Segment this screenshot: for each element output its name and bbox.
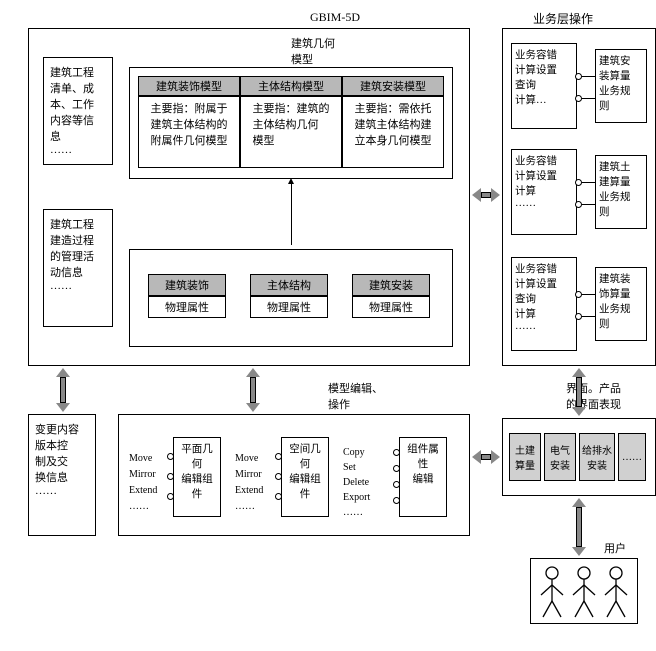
phys-s1: 物理属性 <box>148 296 226 318</box>
phys-s2: 物理属性 <box>250 296 328 318</box>
geom-desc-1: 主要指：附属于 建筑主体结构的 附属件几何模型 <box>138 96 240 168</box>
ui-layer-box: 土建 算量 电气 安装 给排水 安装 …… <box>502 418 656 496</box>
biz-left-3: 业务容错 计算设置 查询 计算 …… <box>511 257 577 351</box>
biz-layer-box: 业务容错 计算设置 查询 计算… 建筑安 装算量 业务规 则 业务容错 计算设置… <box>502 28 656 366</box>
edit-list-3: Copy Set Delete Export …… <box>343 445 370 520</box>
phys-h2: 主体结构 <box>250 274 328 296</box>
stick-figure-2 <box>569 565 599 619</box>
geom-model-container: 建筑装饰模型 主体结构模型 建筑安装模型 主要指：附属于 建筑主体结构的 附属件… <box>129 67 453 179</box>
box-bill-info: 建筑工程 清单、成 本、工作 内容等信 息 …… <box>43 57 113 165</box>
biz-pair-1: 业务容错 计算设置 查询 计算… 建筑安 装算量 业务规 则 <box>511 43 649 131</box>
gbim-main-box: 建筑几何 模型 建筑工程 清单、成 本、工作 内容等信 息 …… 建筑工程 建造… <box>28 28 470 366</box>
phys-h1: 建筑装饰 <box>148 274 226 296</box>
arrow-biz-ui <box>572 368 586 416</box>
arrow-ui-user <box>572 498 586 556</box>
ui-b3: 给排水 安装 <box>579 433 615 481</box>
geom-header-1: 建筑装饰模型 <box>138 76 240 96</box>
geom-header-3: 建筑安装模型 <box>342 76 444 96</box>
arrow-gbim-edit <box>246 368 260 412</box>
box-mgmt-info: 建筑工程 建造过程 的管理活 动信息 …… <box>43 209 113 327</box>
label-model-edit: 模型编辑、 操作 <box>328 380 383 412</box>
ui-b4: …… <box>618 433 646 481</box>
biz-right-2: 建筑土 建算量 业务规 则 <box>595 155 647 229</box>
stick-figure-3 <box>601 565 631 619</box>
edit-box-2: 空间几 何 编辑组 件 <box>281 437 329 517</box>
ui-b2: 电气 安装 <box>544 433 576 481</box>
edit-list-2: Move Mirror Extend …… <box>235 451 263 515</box>
label-geom-model: 建筑几何 模型 <box>291 35 335 67</box>
biz-pair-3: 业务容错 计算设置 查询 计算 …… 建筑装 饰算量 业务规 则 <box>511 257 649 353</box>
geom-desc-3: 主要指：需依托 建筑主体结构建 立本身几何模型 <box>342 96 444 168</box>
label-biz-layer: 业务层操作 <box>533 10 593 27</box>
arrow-gbim-biz <box>472 188 500 202</box>
biz-right-1: 建筑安 装算量 业务规 则 <box>595 49 647 123</box>
edit-box-1: 平面几 何 编辑组 件 <box>173 437 221 517</box>
diagram-canvas: GBIM-5D 业务层操作 建筑几何 模型 建筑工程 清单、成 本、工作 内容等… <box>10 10 656 641</box>
edit-list-1: Move Mirror Extend …… <box>129 451 157 515</box>
title-gbim: GBIM-5D <box>310 10 360 25</box>
biz-left-2: 业务容错 计算设置 计算 …… <box>511 149 577 235</box>
arrow-phys-to-geom <box>291 183 292 245</box>
biz-right-3: 建筑装 饰算量 业务规 则 <box>595 267 647 341</box>
geom-desc-2: 主要指：建筑的 主体结构几何 模型 <box>240 96 342 168</box>
model-edit-box: Move Mirror Extend …… 平面几 何 编辑组 件 Move M… <box>118 414 470 536</box>
geom-header-2: 主体结构模型 <box>240 76 342 96</box>
edit-box-3: 组件属 性 编辑 <box>399 437 447 517</box>
stick-figure-1 <box>537 565 567 619</box>
user-box <box>530 558 638 624</box>
phys-s3: 物理属性 <box>352 296 430 318</box>
phys-container: 建筑装饰 物理属性 主体结构 物理属性 建筑安装 物理属性 <box>129 249 453 347</box>
label-user: 用户 <box>604 540 626 556</box>
change-info-box: 变更内容 版本控 制及交 换信息 …… <box>28 414 96 536</box>
arrow-edit-ui <box>472 450 500 464</box>
ui-b1: 土建 算量 <box>509 433 541 481</box>
biz-left-1: 业务容错 计算设置 查询 计算… <box>511 43 577 129</box>
phys-h3: 建筑安装 <box>352 274 430 296</box>
biz-pair-2: 业务容错 计算设置 计算 …… 建筑土 建算量 业务规 则 <box>511 149 649 237</box>
arrow-gbim-change <box>56 368 70 412</box>
